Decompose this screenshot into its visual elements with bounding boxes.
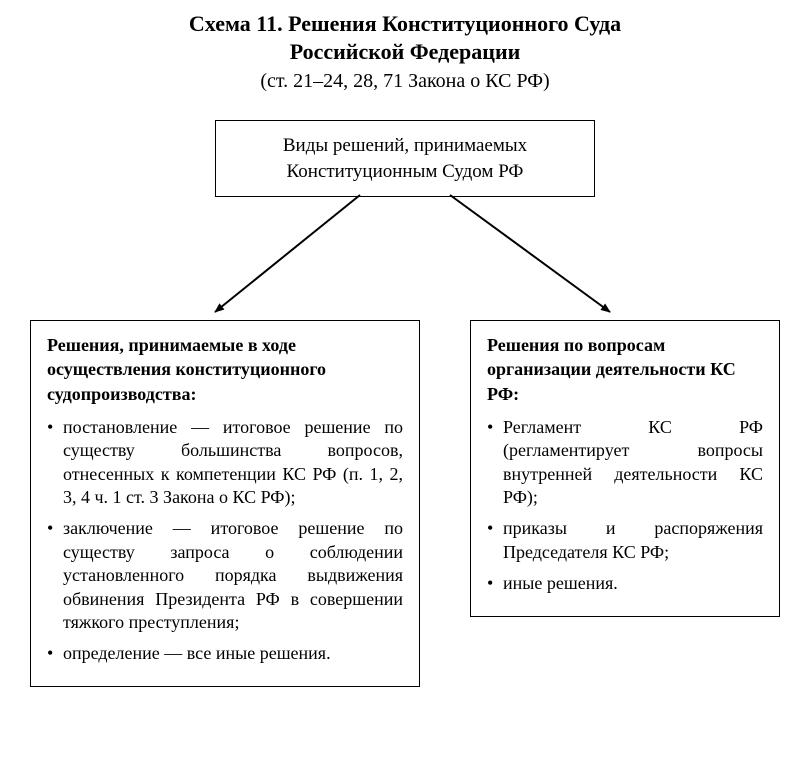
- list-item: Регламент КС РФ (регламентирует вопросы …: [487, 416, 763, 510]
- left-box: Решения, принимаемые в ходе осуществлени…: [30, 320, 420, 687]
- list-item: постановление — итоговое решение по суще…: [47, 416, 403, 510]
- arrow-left: [215, 195, 360, 312]
- list-item: определение — все иные решения.: [47, 642, 403, 665]
- arrow-right: [450, 195, 610, 312]
- right-box: Решения по вопросам организации деятельн…: [470, 320, 780, 617]
- right-box-heading: Решения по вопросам организации деятельн…: [487, 333, 763, 406]
- list-item: приказы и распоряжения Председателя КС Р…: [487, 517, 763, 564]
- diagram-subtitle: (ст. 21–24, 28, 71 Закона о КС РФ): [0, 70, 810, 93]
- top-box-line1: Виды решений, принимаемых: [283, 135, 527, 156]
- right-box-list: Регламент КС РФ (регламентирует вопросы …: [487, 416, 763, 596]
- title-line1: Схема 11. Решения Конституционного Суда: [189, 11, 621, 36]
- diagram-title: Схема 11. Решения Конституционного Суда …: [0, 10, 810, 65]
- top-box-line2: Конституционным Судом РФ: [287, 161, 524, 182]
- title-line2: Российской Федерации: [290, 39, 521, 64]
- list-item: заключение — итоговое решение по существ…: [47, 517, 403, 634]
- diagram-canvas: Схема 11. Решения Конституционного Суда …: [0, 0, 810, 768]
- left-box-list: постановление — итоговое решение по суще…: [47, 416, 403, 666]
- left-box-heading: Решения, принимаемые в ходе осуществлени…: [47, 333, 403, 406]
- list-item: иные решения.: [487, 572, 763, 595]
- top-box: Виды решений, принимаемых Конституционны…: [215, 120, 595, 197]
